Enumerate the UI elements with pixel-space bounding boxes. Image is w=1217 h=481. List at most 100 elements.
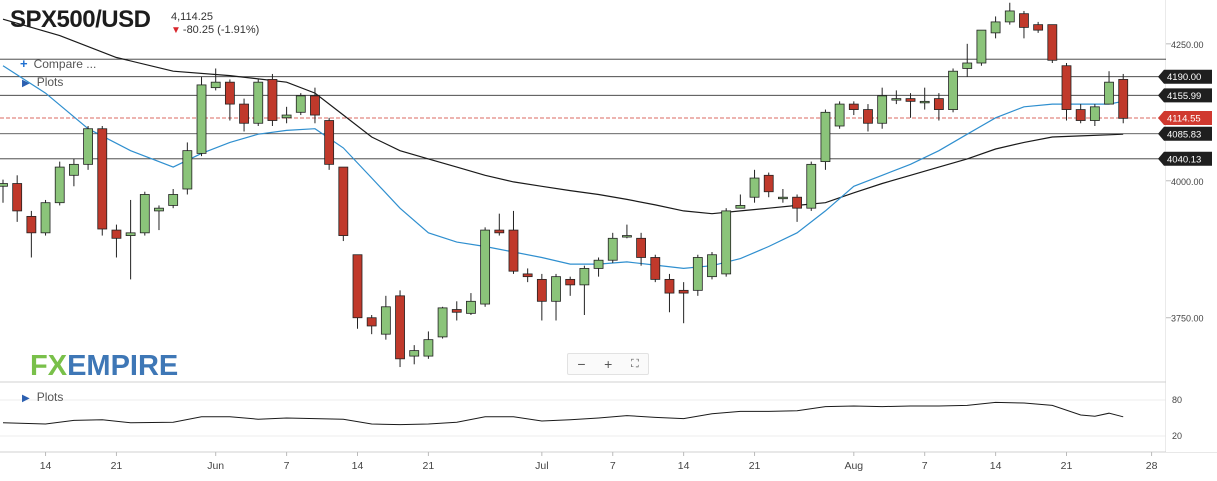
price-change-value: -80.25 (-1.91%): [182, 24, 260, 36]
candle: [1118, 73, 1129, 124]
candle: [111, 224, 122, 258]
candle-body: [607, 237, 618, 261]
candle-body: [848, 103, 859, 110]
candle: [749, 169, 760, 203]
indicator-line: [2, 401, 1124, 426]
x-tick-label: 21: [1061, 460, 1073, 472]
candle: [636, 232, 646, 266]
y-tick-label: 3750.00: [1171, 314, 1204, 324]
candle: [834, 101, 845, 129]
candle-body: [253, 81, 264, 124]
candle-body: [820, 111, 831, 163]
candle: [976, 29, 987, 66]
candle: [466, 293, 476, 315]
candle-body: [792, 196, 802, 209]
x-tick-label: 14: [678, 460, 690, 472]
plots-toggle[interactable]: ▶ Plots: [22, 75, 63, 89]
candle-body: [1061, 65, 1072, 110]
candle: [990, 16, 1001, 39]
price-level-tag: [1158, 126, 1212, 141]
candle: [224, 79, 235, 121]
zoom-in-button[interactable]: +: [604, 356, 613, 372]
candle: [962, 43, 973, 77]
compare-button[interactable]: + Compare ...: [20, 56, 96, 71]
candle: [820, 109, 831, 170]
candle-body: [863, 109, 873, 124]
candle: [692, 254, 703, 296]
candle-body: [324, 120, 335, 165]
candle-body: [1033, 24, 1044, 31]
lower-plots-label: Plots: [36, 390, 64, 404]
candle-body: [1047, 24, 1058, 61]
candle-body: [97, 128, 108, 230]
candle-body: [69, 163, 79, 176]
candle: [778, 189, 788, 203]
price-level-tag-label: 4085.83: [1167, 129, 1201, 140]
candle: [12, 175, 23, 222]
indicator-tick-label: 20: [1172, 431, 1182, 441]
candle: [69, 158, 79, 187]
candle-body: [749, 177, 760, 198]
candle-body: [593, 259, 604, 269]
x-tick-label: 14: [352, 460, 364, 472]
y-tick-label: 4000.00: [1171, 177, 1204, 187]
candle-body: [522, 273, 533, 278]
candle-body: [834, 103, 845, 127]
candle-body: [26, 215, 37, 234]
candle-body: [196, 84, 207, 154]
candle: [83, 126, 93, 170]
candle-body: [111, 229, 122, 239]
candle-body: [650, 257, 661, 280]
zoom-out-button[interactable]: −: [577, 356, 586, 372]
x-tick-label: 28: [1146, 460, 1158, 472]
candle-body: [692, 257, 703, 291]
current-price: 4,114.25: [171, 11, 214, 23]
candle: [324, 117, 335, 170]
candle-body: [1019, 13, 1029, 28]
candle: [352, 254, 363, 329]
candle-body: [466, 300, 476, 314]
candle-body: [494, 229, 505, 234]
candle: [310, 87, 320, 124]
candle-body: [409, 350, 420, 357]
play-triangle-icon: ▶: [22, 393, 30, 404]
candle: [763, 172, 774, 198]
candle: [168, 189, 179, 209]
candle: [593, 257, 604, 277]
fit-screen-button[interactable]: ⛶: [630, 357, 639, 370]
candle-body: [905, 98, 916, 102]
candle-body: [877, 95, 888, 124]
candle: [125, 199, 136, 280]
candle: [281, 106, 292, 124]
candle-body: [636, 237, 646, 258]
x-tick-label: 21: [423, 460, 435, 472]
candle: [1019, 10, 1029, 39]
candle-body: [380, 306, 391, 335]
candle: [423, 331, 434, 359]
candle-body: [763, 174, 774, 193]
candle: [1047, 24, 1058, 63]
candle: [735, 194, 746, 209]
candle-body: [182, 150, 193, 190]
fxempire-logo: FXEMPIRE: [30, 350, 178, 383]
candle: [267, 73, 278, 126]
price-change: ▼ -80.25 (-1.91%): [171, 24, 259, 36]
candle-body: [281, 114, 292, 119]
x-tick-label: 21: [111, 460, 123, 472]
candle-body: [721, 210, 732, 275]
x-tick-label: Jun: [207, 460, 224, 472]
candle-body: [565, 278, 576, 286]
candle-body: [40, 202, 51, 234]
candle: [664, 273, 675, 313]
candle: [905, 93, 916, 118]
candle: [54, 161, 65, 206]
candle: [508, 210, 519, 274]
candle-body: [990, 21, 1001, 34]
lower-plots-toggle[interactable]: ▶ Plots: [22, 390, 63, 404]
candle: [877, 87, 888, 129]
x-tick-label: 14: [990, 460, 1002, 472]
candle-body: [1089, 106, 1100, 121]
candle: [522, 268, 533, 283]
candle: [1075, 104, 1086, 124]
